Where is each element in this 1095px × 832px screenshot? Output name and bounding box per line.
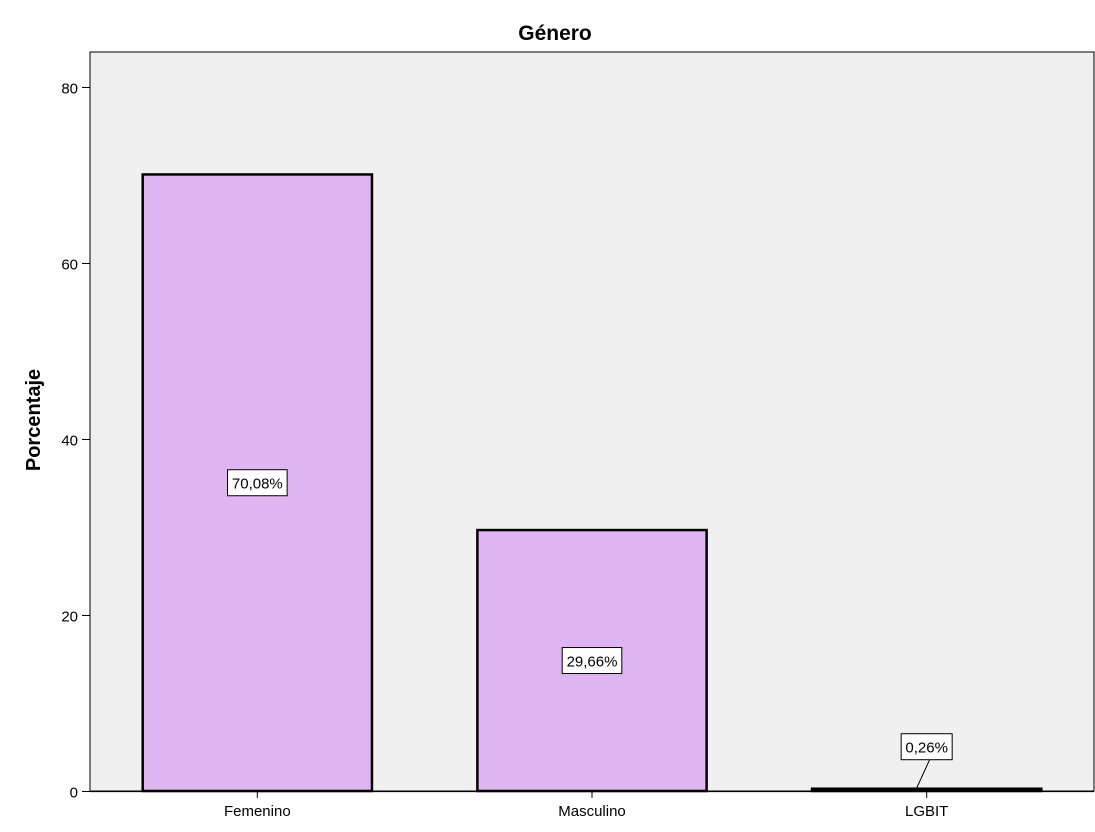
y-tick-label: 40 xyxy=(61,433,78,450)
data-label-box xyxy=(227,469,288,497)
data-label-box xyxy=(900,733,953,761)
y-axis-label: Porcentaje xyxy=(23,369,45,471)
x-tick-label: LGBIT xyxy=(905,803,948,820)
chart-title: Género xyxy=(518,22,592,45)
y-tick-label: 20 xyxy=(61,609,78,626)
data-label-box xyxy=(561,647,623,675)
data-label-leader xyxy=(916,759,931,789)
y-tick-label: 80 xyxy=(61,81,78,98)
y-tick-label: 60 xyxy=(61,257,78,274)
data-label: 29,66% xyxy=(567,654,618,671)
bar xyxy=(810,787,1043,793)
x-tick-label: Femenino xyxy=(224,803,291,820)
data-label: 70,08% xyxy=(232,476,283,493)
data-label: 0,26% xyxy=(905,740,948,757)
y-tick-label: 0 xyxy=(70,785,78,802)
x-tick-label: Masculino xyxy=(558,803,626,820)
